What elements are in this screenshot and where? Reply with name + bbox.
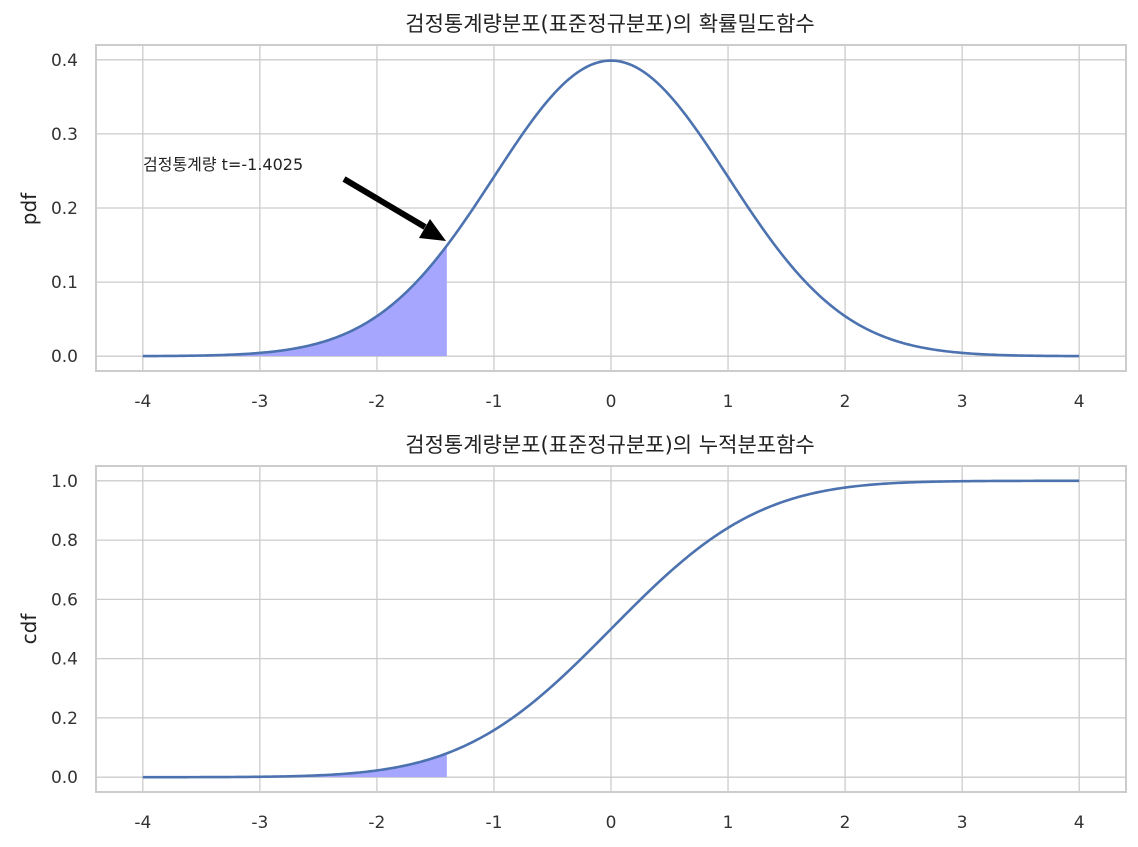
cdf-x-tick-label: 4	[1074, 813, 1085, 833]
pdf-x-tick-label: -4	[134, 392, 151, 412]
pdf-y-tick-label: 0.3	[51, 125, 78, 145]
cdf-plot-frame	[95, 465, 1127, 793]
cdf-y-axis-label: cdf	[17, 613, 41, 645]
pdf-plot-frame	[95, 44, 1127, 372]
pdf-series-line	[142, 59, 1080, 358]
cdf-y-tick-label: 0.2	[51, 709, 78, 729]
pdf-x-tick-label: 3	[957, 392, 968, 412]
cdf-y-tick-label: 0.8	[51, 531, 78, 551]
pdf-line-layer	[142, 59, 1080, 358]
cdf-y-tick-label: 0.4	[51, 650, 78, 670]
cdf-x-tick-label: -2	[368, 813, 385, 833]
cdf-shaded-region-layer	[142, 753, 447, 778]
cdf-y-tick-label: 0.0	[51, 768, 78, 788]
pdf-x-tick-label: -2	[368, 392, 385, 412]
cdf-y-tick-label: 1.0	[51, 472, 78, 492]
cdf-x-tick-label: -1	[485, 813, 502, 833]
cdf-series-line	[142, 479, 1080, 779]
cdf-chart: 검정통계량분포(표준정규분포)의 누적분포함수 cdf -4 -3 -2 -1 0 1 2 3…	[17, 433, 1127, 833]
pdf-x-tick-label: -3	[251, 392, 268, 412]
pdf-shaded-region-layer	[142, 245, 447, 357]
pdf-x-tick-label: -1	[485, 392, 502, 412]
pdf-y-axis-label: pdf	[17, 192, 41, 225]
cdf-shaded-area	[142, 753, 447, 778]
pdf-x-tick-label: 1	[723, 392, 734, 412]
cdf-x-tick-label: 0	[606, 813, 617, 833]
cdf-x-tick-label: -4	[134, 813, 151, 833]
pdf-y-tick-label: 0.1	[51, 273, 78, 293]
test-statistic-annotation: 검정통계량 t=-1.4025	[143, 155, 303, 174]
pdf-shaded-area	[142, 245, 447, 357]
cdf-line-layer	[142, 479, 1080, 779]
cdf-x-tick-label: 1	[723, 813, 734, 833]
cdf-chart-title: 검정통계량분포(표준정규분포)의 누적분포함수	[405, 433, 814, 457]
pdf-y-tick-label: 0.2	[51, 199, 78, 219]
pdf-annotation-layer: 검정통계량 t=-1.4025	[143, 155, 446, 241]
pdf-y-tick-labels: 0.0 0.1 0.2 0.3 0.4	[51, 51, 78, 367]
cdf-x-tick-labels: -4 -3 -2 -1 0 1 2 3 4	[134, 813, 1084, 833]
pdf-x-tick-label: 4	[1074, 392, 1085, 412]
cdf-y-tick-labels: 0.0 0.2 0.4 0.6 0.8 1.0	[51, 472, 78, 788]
cdf-x-tick-label: 2	[840, 813, 851, 833]
pdf-y-tick-label: 0.0	[51, 347, 78, 367]
pdf-x-tick-labels: -4 -3 -2 -1 0 1 2 3 4	[134, 392, 1084, 412]
pdf-y-tick-label: 0.4	[51, 51, 78, 71]
annotation-arrow-shaft	[342, 176, 427, 230]
cdf-x-tick-label: -3	[251, 813, 268, 833]
cdf-x-tick-label: 3	[957, 813, 968, 833]
pdf-chart-title: 검정통계량분포(표준정규분포)의 확률밀도함수	[405, 12, 814, 36]
pdf-x-tick-label: 0	[606, 392, 617, 412]
pdf-x-tick-label: 2	[840, 392, 851, 412]
pdf-chart: 검정통계량분포(표준정규분포)의 확률밀도함수 pdf -4 -3 -2 -1 0 1 2 3…	[17, 12, 1127, 412]
cdf-y-tick-label: 0.6	[51, 590, 78, 610]
annotation-arrow-head	[419, 219, 446, 241]
